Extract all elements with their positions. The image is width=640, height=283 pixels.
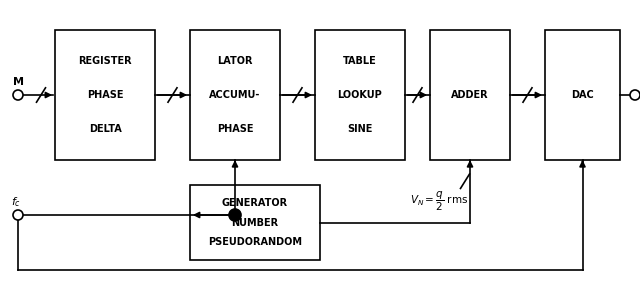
- Text: ADDER: ADDER: [451, 90, 489, 100]
- Text: M: M: [13, 77, 24, 87]
- Bar: [190, 30, 280, 160]
- Text: LOOKUP: LOOKUP: [338, 90, 382, 100]
- Text: ACCUMU-: ACCUMU-: [209, 90, 260, 100]
- Circle shape: [630, 90, 640, 100]
- Text: DELTA: DELTA: [88, 124, 122, 134]
- Text: NUMBER: NUMBER: [232, 218, 278, 228]
- Circle shape: [229, 209, 241, 221]
- Bar: [190, 185, 320, 260]
- Text: TABLE: TABLE: [343, 56, 377, 66]
- Text: DAC: DAC: [571, 90, 594, 100]
- Circle shape: [13, 90, 23, 100]
- Text: GENERATOR: GENERATOR: [222, 198, 288, 208]
- Text: REGISTER: REGISTER: [78, 56, 132, 66]
- Text: PHASE: PHASE: [217, 124, 253, 134]
- Text: PHASE: PHASE: [87, 90, 124, 100]
- Bar: [55, 30, 155, 160]
- Bar: [430, 30, 510, 160]
- Bar: [315, 30, 405, 160]
- Text: LATOR: LATOR: [217, 56, 253, 66]
- Text: $f_c$: $f_c$: [11, 195, 21, 209]
- Text: PSEUDORANDOM: PSEUDORANDOM: [208, 237, 302, 247]
- Bar: [545, 30, 620, 160]
- Text: SINE: SINE: [348, 124, 372, 134]
- Text: $V_N = \dfrac{q}{2}$ rms: $V_N = \dfrac{q}{2}$ rms: [410, 190, 468, 213]
- Circle shape: [13, 210, 23, 220]
